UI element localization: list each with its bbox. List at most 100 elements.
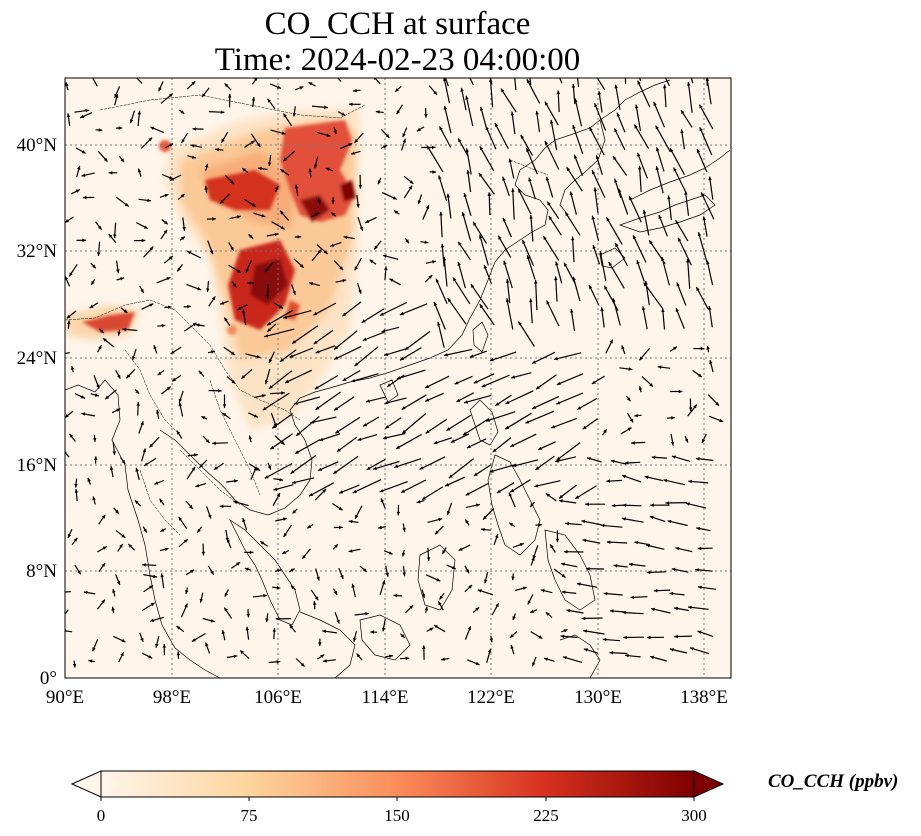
- colorbar-extend-min: [70, 770, 102, 798]
- wind-vector: [618, 188, 629, 215]
- wind-vector-head: [697, 546, 702, 551]
- wind-vector: [366, 458, 386, 471]
- wind-vector-head: [176, 626, 181, 630]
- wind-vector: [399, 303, 428, 316]
- wind-vector: [473, 373, 495, 384]
- wind-vector: [635, 104, 642, 132]
- wind-vector-head: [667, 519, 672, 524]
- wind-vector-head: [538, 446, 543, 450]
- wind-vector-head: [696, 287, 700, 291]
- wind-vector: [530, 298, 533, 324]
- wind-vector-head: [233, 283, 237, 288]
- wind-vector-head: [577, 406, 582, 410]
- wind-vector-head: [458, 241, 462, 246]
- wind-vector-head: [283, 533, 287, 537]
- wind-vector-head: [163, 220, 168, 225]
- wind-vector-head: [657, 365, 662, 369]
- wind-vector-head: [221, 630, 226, 634]
- wind-vector-head: [388, 551, 393, 555]
- wind-vector: [313, 302, 337, 316]
- wind-vector-head: [588, 64, 591, 68]
- wind-vector: [290, 455, 317, 475]
- wind-vector-head: [180, 194, 185, 198]
- wind-vector-head: [655, 166, 659, 171]
- wind-vector-head: [465, 519, 469, 524]
- wind-vector-head: [394, 464, 399, 468]
- wind-vector-head: [699, 104, 703, 109]
- wind-vector-head: [267, 321, 272, 326]
- wind-vector: [379, 481, 408, 493]
- wind-vector-head: [613, 564, 618, 568]
- wind-vector-head: [487, 192, 491, 196]
- wind-vector: [576, 397, 598, 411]
- wind-vector-head: [342, 312, 347, 317]
- wind-vector-head: [226, 538, 231, 543]
- wind-vector-head: [281, 391, 285, 395]
- wind-vector-head: [82, 238, 86, 242]
- wind-vector-head: [646, 544, 650, 548]
- wind-vector-head: [289, 624, 294, 629]
- wind-vector-head: [197, 528, 201, 533]
- wind-vector: [314, 374, 339, 390]
- wind-vector-head: [529, 298, 533, 303]
- wind-vector-head: [224, 317, 228, 322]
- wind-vector-head: [199, 598, 203, 603]
- wind-vector-head: [384, 352, 389, 357]
- wind-vector-head: [556, 401, 561, 405]
- wind-vector-head: [94, 393, 99, 397]
- wind-vector-head: [158, 87, 162, 92]
- wind-vector-head: [309, 492, 313, 497]
- wind-vector-head: [708, 306, 712, 310]
- wind-vector-head: [280, 210, 284, 215]
- lat-tick-label: 8°N: [26, 561, 57, 582]
- wind-vector-head: [143, 528, 147, 533]
- wind-vector-head: [426, 557, 431, 561]
- wind-vector-head: [135, 467, 139, 472]
- wind-vector-head: [108, 171, 113, 175]
- wind-vector-head: [116, 581, 121, 585]
- wind-vector-head: [124, 202, 129, 207]
- wind-vector: [438, 175, 448, 201]
- wind-vector-head: [674, 606, 678, 611]
- wind-vector-head: [277, 569, 281, 573]
- wind-vector-head: [290, 470, 295, 474]
- wind-vector-head: [159, 498, 163, 503]
- wind-vector-head: [358, 185, 363, 189]
- wind-vector-head: [606, 479, 610, 483]
- wind-vector-head: [81, 173, 86, 177]
- wind-vector-head: [88, 659, 93, 663]
- wind-vector: [65, 609, 69, 616]
- wind-vector-head: [512, 60, 516, 64]
- wind-vector-head: [92, 496, 96, 501]
- wind-vector-head: [280, 226, 285, 230]
- wind-vector-head: [154, 481, 159, 485]
- wind-vector-head: [265, 618, 269, 623]
- wind-vector-head: [400, 634, 405, 638]
- wind-vector-head: [160, 573, 164, 578]
- wind-vector-head: [65, 82, 69, 87]
- wind-vector: [608, 261, 625, 289]
- wind-vector-head: [480, 527, 485, 532]
- wind-vector: [558, 484, 577, 499]
- wind-vector-head: [438, 601, 442, 606]
- wind-vector-head: [637, 152, 641, 157]
- wind-vector-head: [479, 304, 484, 309]
- wind-vector-head: [553, 63, 556, 67]
- wind-vector-head: [425, 384, 429, 388]
- wind-vector-head: [466, 444, 471, 448]
- wind-vector-head: [184, 603, 188, 608]
- wind-vector-head: [322, 629, 326, 634]
- wind-vector-head: [185, 590, 189, 594]
- wind-vector-head: [144, 462, 148, 466]
- wind-vector-head: [336, 619, 340, 624]
- wind-vector: [379, 301, 408, 317]
- wind-vector: [443, 348, 473, 357]
- wind-vector-head: [224, 592, 228, 597]
- wind-vector: [571, 236, 575, 263]
- wind-vector-head: [65, 219, 69, 223]
- wind-vector: [443, 256, 448, 287]
- wind-vector-head: [545, 612, 550, 616]
- wind-vector-head: [142, 563, 146, 567]
- wind-vector-head: [245, 268, 249, 273]
